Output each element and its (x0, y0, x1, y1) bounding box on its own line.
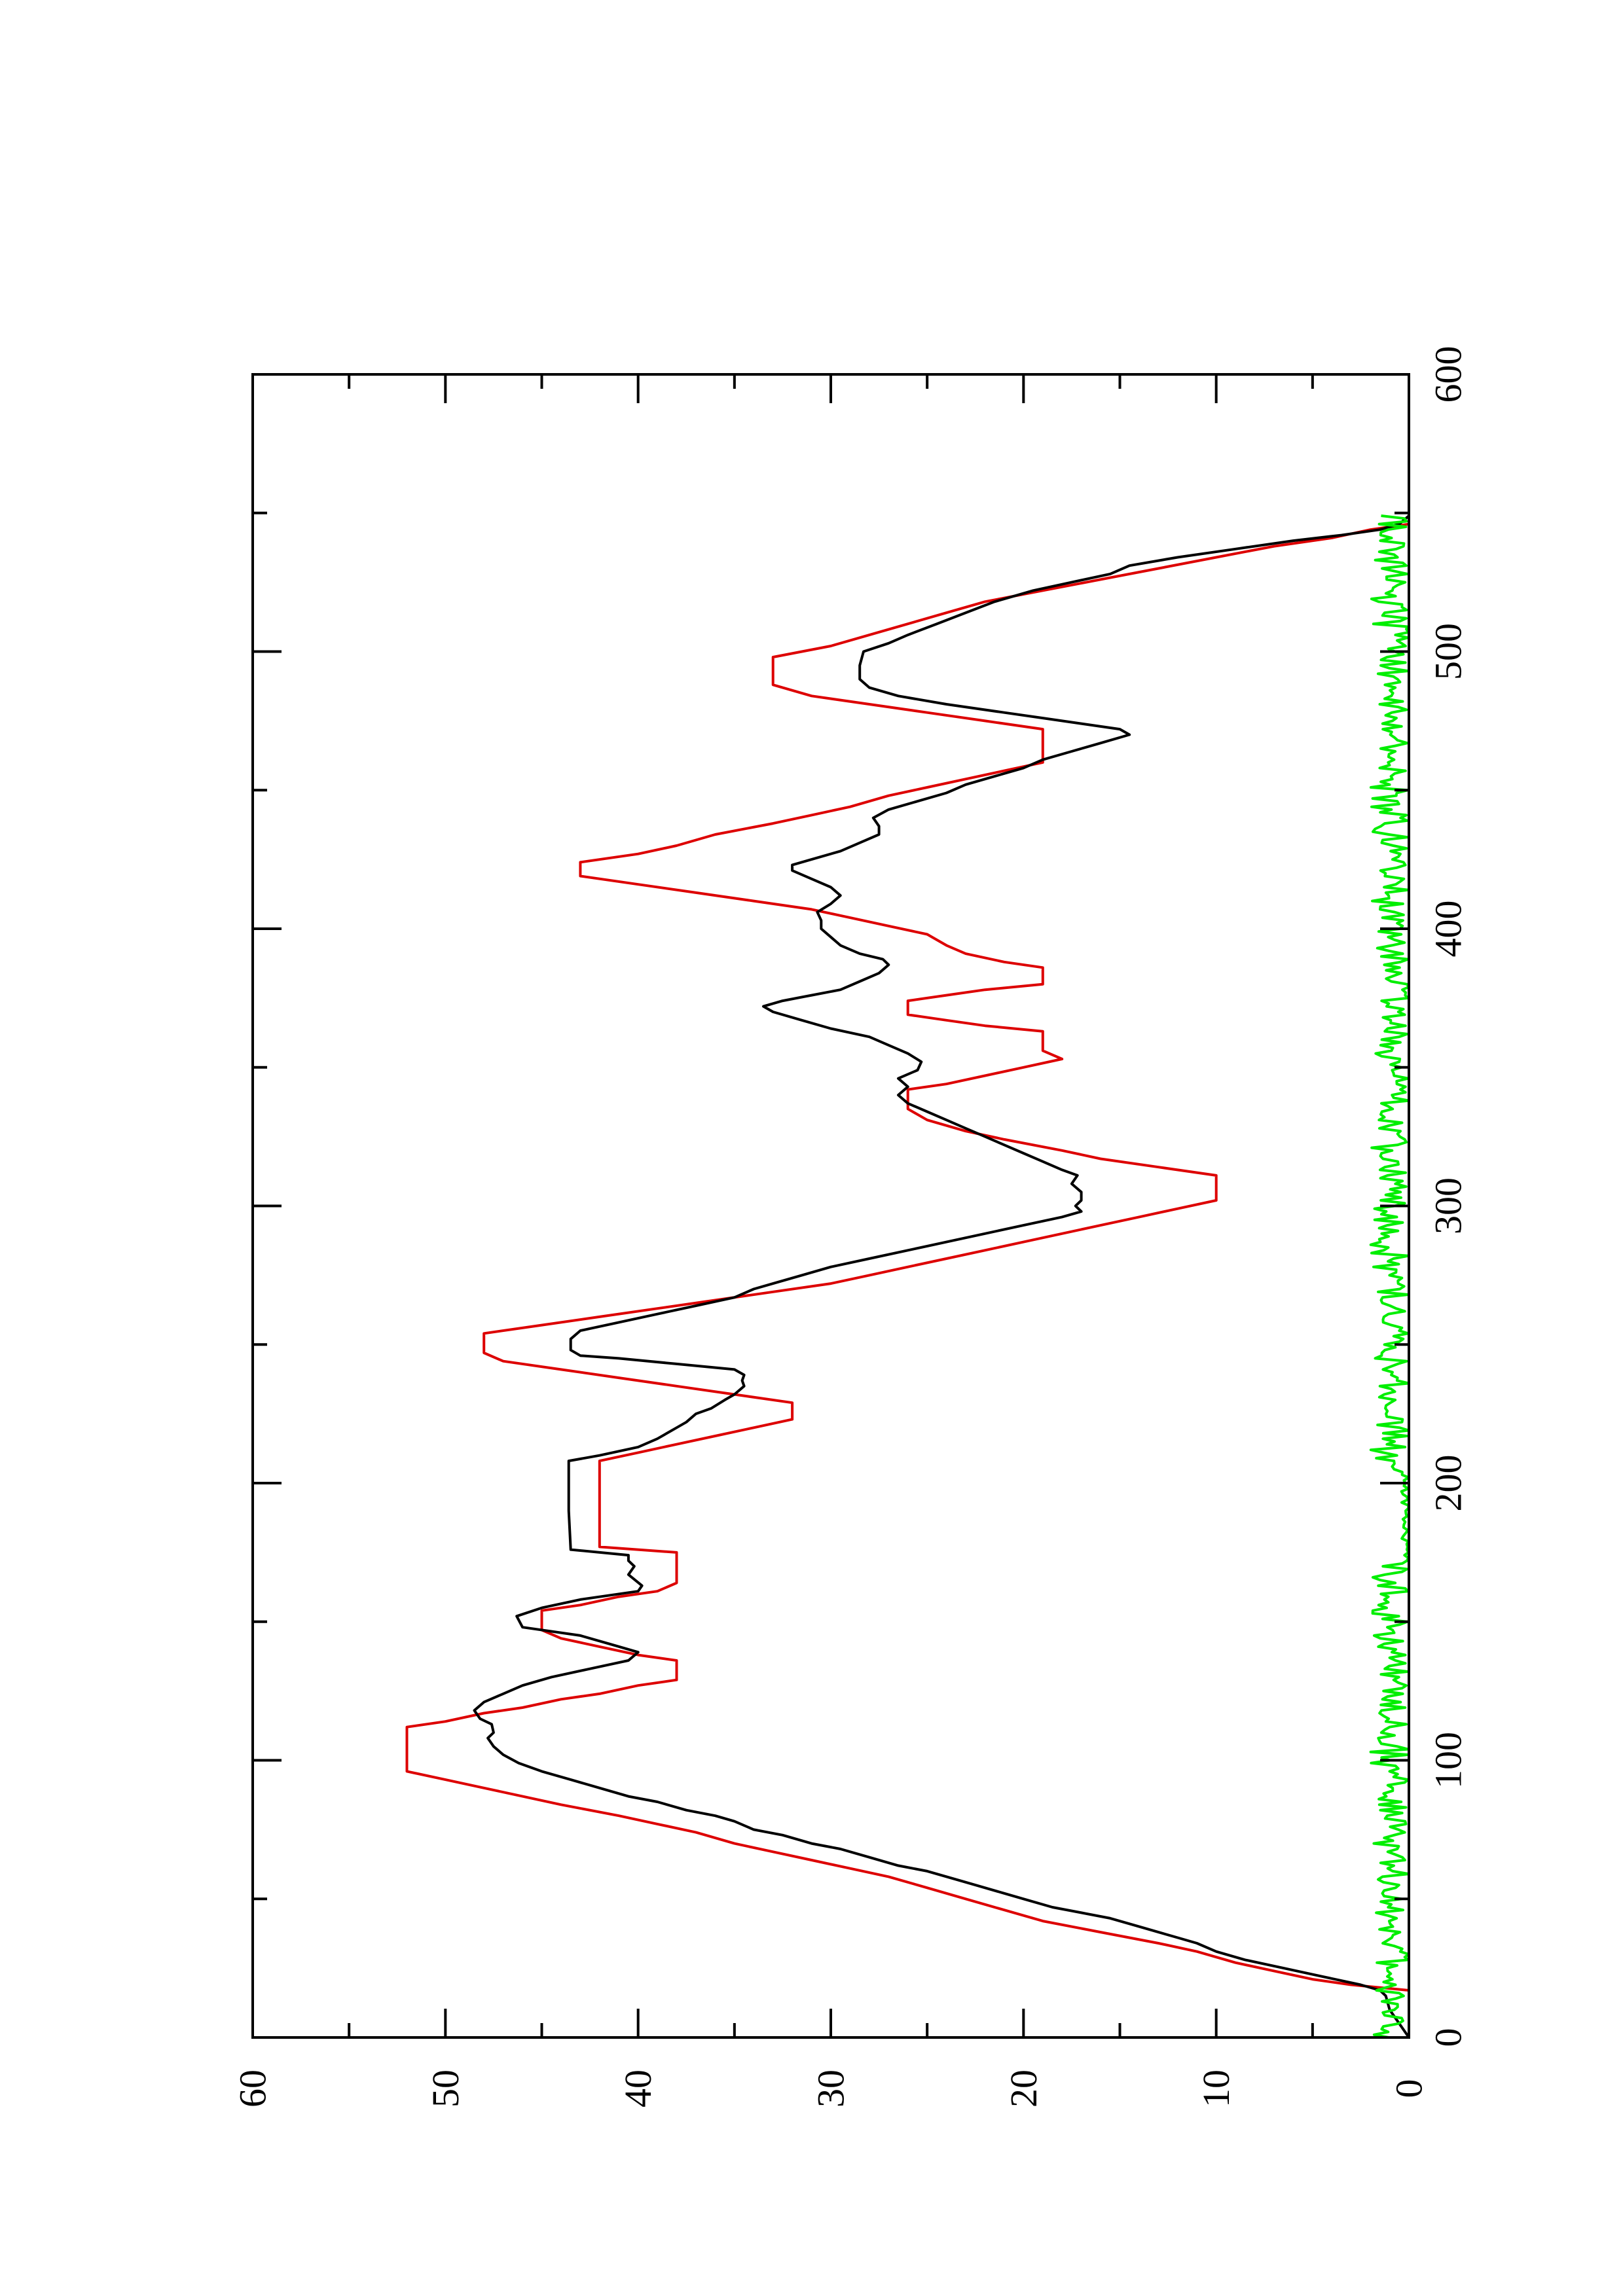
series-line-2 (1369, 514, 1410, 2039)
tick-labels: 0 100 200 300 400 500 600 0 10 20 30 40 50 60 (232, 346, 1470, 2108)
x-tick-label: 500 (1427, 623, 1470, 680)
y-tick-label: 50 (424, 2070, 467, 2108)
x-tick-label: 100 (1427, 1732, 1470, 1789)
y-tick-label: 40 (617, 2070, 659, 2108)
x-tick-label: 200 (1427, 1455, 1470, 1512)
y-tick-label: 0 (1388, 2079, 1431, 2098)
axes (251, 373, 1410, 2039)
y-tick-label: 20 (1002, 2070, 1045, 2108)
series-line-0 (405, 516, 1410, 2037)
x-tick-label: 400 (1427, 901, 1470, 958)
series-line-1 (473, 514, 1410, 2039)
x-tick-label: 600 (1427, 346, 1470, 403)
x-tick-label: 300 (1427, 1177, 1470, 1234)
plot-area (405, 514, 1410, 2039)
x-tick-label: 0 (1427, 2028, 1470, 2047)
y-tick-label: 60 (232, 2070, 274, 2108)
y-tick-label: 30 (810, 2070, 852, 2108)
y-tick-label: 10 (1195, 2070, 1237, 2108)
